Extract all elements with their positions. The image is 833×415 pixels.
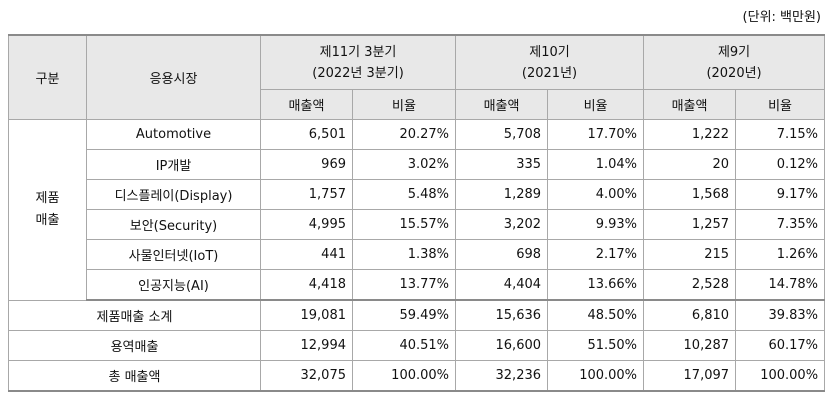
- value-cell: 32,075: [260, 360, 353, 392]
- table-row: 사물인터넷(IoT) 441 1.38% 698 2.17% 215 1.26%: [9, 239, 826, 270]
- value-cell: 1,757: [260, 179, 353, 210]
- value-cell: 5,708: [455, 119, 549, 150]
- market-cell: 인공지능(AI): [86, 269, 261, 301]
- value-cell: 14.78%: [735, 269, 826, 301]
- total-row: 총 매출액 32,075 100.00% 32,236 100.00% 17,0…: [8, 360, 826, 392]
- market-cell: 보안(Security): [86, 209, 261, 240]
- value-cell: 1,568: [643, 179, 737, 210]
- value-cell: 13.77%: [351, 269, 457, 301]
- revenue-table: 구분 응용시장 제11기 3분기 (2022년 3분기) 제10기 (2021년…: [8, 34, 826, 392]
- period-title: 제10기: [529, 44, 570, 60]
- unit-label: (단위: 백만원): [742, 10, 821, 25]
- service-row: 용역매출 12,994 40.51% 16,600 51.50% 10,287 …: [8, 330, 826, 361]
- header-row-periods: 구분 응용시장 제11기 3분기 (2022년 3분기) 제10기 (2021년…: [8, 34, 826, 120]
- value-cell: 7.15%: [735, 119, 826, 150]
- value-cell: 698: [455, 239, 549, 270]
- period-subtitle: (2020년): [706, 65, 762, 81]
- period-title: 제11기 3분기: [319, 44, 397, 60]
- value-cell: 4,995: [260, 209, 353, 240]
- value-cell: 3.02%: [351, 149, 457, 180]
- market-cell: Automotive: [86, 119, 261, 150]
- header-sales: 매출액: [643, 89, 737, 120]
- header-period-10: 제10기 (2021년): [455, 34, 645, 90]
- value-cell: 335: [455, 149, 549, 180]
- value-cell: 100.00%: [735, 360, 826, 392]
- market-cell: 디스플레이(Display): [86, 179, 261, 210]
- value-cell: 32,236: [455, 360, 549, 392]
- value-cell: 60.17%: [735, 330, 826, 361]
- value-cell: 51.50%: [547, 330, 645, 361]
- value-cell: 441: [260, 239, 353, 270]
- value-cell: 1.26%: [735, 239, 826, 270]
- value-cell: 2,528: [643, 269, 737, 301]
- table-row: 인공지능(AI) 4,418 13.77% 4,404 13.66% 2,528…: [9, 269, 826, 301]
- value-cell: 59.49%: [351, 299, 457, 331]
- total-label: 제품매출 소계: [8, 299, 261, 331]
- value-cell: 17,097: [643, 360, 737, 392]
- value-cell: 2.17%: [547, 239, 645, 270]
- value-cell: 1,222: [643, 119, 737, 150]
- value-cell: 20.27%: [351, 119, 457, 150]
- value-cell: 6,810: [643, 299, 737, 331]
- table-row: IP개발 969 3.02% 335 1.04% 20 0.12%: [9, 149, 826, 180]
- total-label: 용역매출: [8, 330, 261, 361]
- value-cell: 17.70%: [547, 119, 645, 150]
- header-row-sub: 매출액 비율 매출액 비율 매출액 비율: [9, 89, 826, 120]
- value-cell: 100.00%: [351, 360, 457, 392]
- header-market: 응용시장: [86, 34, 261, 120]
- value-cell: 4,418: [260, 269, 353, 301]
- period-subtitle: (2021년): [521, 65, 578, 81]
- period-subtitle: (2022년 3분기): [312, 65, 404, 81]
- value-cell: 6,501: [260, 119, 353, 150]
- table-row: 보안(Security) 4,995 15.57% 3,202 9.93% 1,…: [9, 209, 826, 240]
- value-cell: 9.93%: [547, 209, 645, 240]
- value-cell: 40.51%: [351, 330, 457, 361]
- market-cell: 사물인터넷(IoT): [86, 239, 261, 270]
- table-row: 제품 매출 Automotive 6,501 20.27% 5,708 17.7…: [8, 119, 826, 301]
- value-cell: 15,636: [455, 299, 549, 331]
- period-title: 제9기: [717, 44, 751, 60]
- value-cell: 12,994: [260, 330, 353, 361]
- value-cell: 0.12%: [735, 149, 826, 180]
- value-cell: 100.00%: [547, 360, 645, 392]
- value-cell: 48.50%: [547, 299, 645, 331]
- value-cell: 16,600: [455, 330, 549, 361]
- value-cell: 7.35%: [735, 209, 826, 240]
- value-cell: 969: [260, 149, 353, 180]
- value-cell: 20: [643, 149, 737, 180]
- header-ratio: 비율: [547, 89, 645, 120]
- group-label-product-sales: 제품 매출: [8, 119, 87, 301]
- value-cell: 1,289: [455, 179, 549, 210]
- value-cell: 13.66%: [547, 269, 645, 301]
- table-row: 디스플레이(Display) 1,757 5.48% 1,289 4.00% 1…: [9, 179, 826, 210]
- header-period-9: 제9기 (2020년): [643, 34, 826, 90]
- subtotal-row: 제품매출 소계 19,081 59.49% 15,636 48.50% 6,81…: [8, 299, 826, 331]
- value-cell: 1.38%: [351, 239, 457, 270]
- market-cell: IP개발: [86, 149, 261, 180]
- value-cell: 19,081: [260, 299, 353, 331]
- value-cell: 4.00%: [547, 179, 645, 210]
- value-cell: 3,202: [455, 209, 549, 240]
- value-cell: 10,287: [643, 330, 737, 361]
- value-cell: 5.48%: [351, 179, 457, 210]
- value-cell: 215: [643, 239, 737, 270]
- header-sales: 매출액: [455, 89, 549, 120]
- value-cell: 1,257: [643, 209, 737, 240]
- header-period-11: 제11기 3분기 (2022년 3분기): [259, 34, 457, 90]
- header-ratio: 비율: [351, 89, 457, 120]
- value-cell: 9.17%: [735, 179, 826, 210]
- value-cell: 39.83%: [735, 299, 826, 331]
- header-sales: 매출액: [260, 89, 353, 120]
- value-cell: 15.57%: [351, 209, 457, 240]
- header-gubun: 구분: [8, 34, 87, 120]
- total-label: 총 매출액: [8, 360, 261, 392]
- header-ratio: 비율: [735, 89, 826, 120]
- value-cell: 4,404: [455, 269, 549, 301]
- value-cell: 1.04%: [547, 149, 645, 180]
